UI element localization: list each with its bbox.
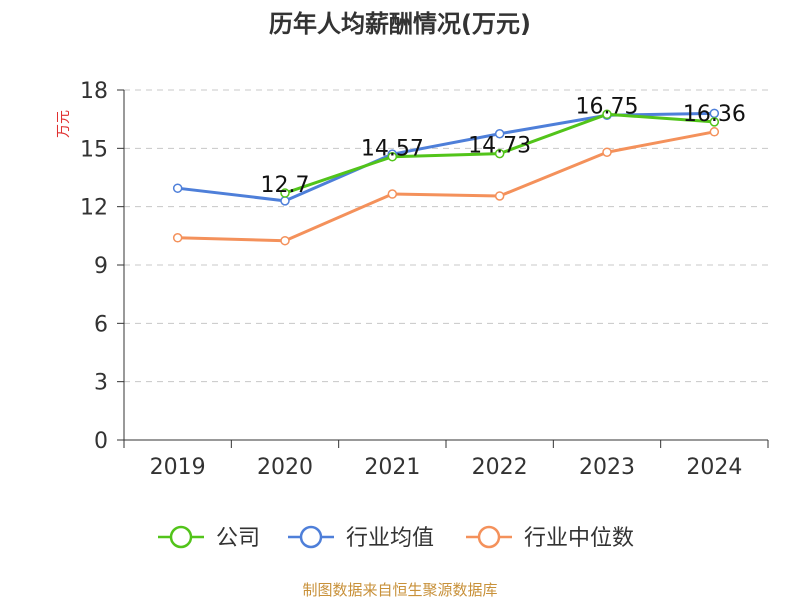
data-point bbox=[709, 117, 720, 127]
x-tick-label: 2020 bbox=[257, 455, 313, 480]
data-point bbox=[387, 189, 398, 199]
y-axis-label: 万元 bbox=[56, 110, 72, 138]
data-point bbox=[494, 129, 505, 139]
data-label: 14.73 bbox=[468, 134, 531, 159]
legend-label: 行业中位数 bbox=[524, 526, 634, 551]
legend[interactable]: 公司 行业均值 行业中位数 bbox=[158, 525, 634, 551]
legend-label: 公司 bbox=[216, 526, 260, 551]
x-tick-label: 2019 bbox=[150, 455, 206, 480]
legend-marker bbox=[477, 525, 501, 549]
x-tick-label: 2021 bbox=[364, 455, 420, 480]
legend-item-0[interactable]: 公司 bbox=[158, 525, 260, 551]
source-note: 制图数据来自恒生聚源数据库 bbox=[302, 581, 497, 599]
data-labels: 12.7 14.57 14.73 16.75 16.36 bbox=[261, 94, 746, 198]
y-tick-label: 6 bbox=[94, 312, 108, 337]
series-line-2 bbox=[177, 130, 715, 243]
x-tick-label: 2023 bbox=[579, 455, 635, 480]
data-point bbox=[172, 233, 183, 243]
data-point bbox=[172, 183, 183, 193]
data-label: 12.7 bbox=[261, 173, 310, 198]
data-label: 16.36 bbox=[683, 102, 746, 127]
y-tick-label: 9 bbox=[94, 254, 108, 279]
legend-item-2[interactable]: 行业中位数 bbox=[466, 525, 634, 551]
y-tick-label: 15 bbox=[80, 137, 108, 162]
data-point bbox=[602, 109, 612, 120]
y-tick-label: 12 bbox=[80, 196, 108, 221]
y-tick-label: 18 bbox=[80, 79, 108, 104]
data-point bbox=[602, 147, 612, 157]
data-point bbox=[709, 127, 720, 137]
data-point bbox=[387, 151, 398, 162]
data-point bbox=[280, 188, 290, 198]
data-point bbox=[280, 235, 290, 246]
series-group bbox=[172, 108, 720, 246]
chart-title: 历年人均薪酬情况(万元) bbox=[269, 10, 531, 38]
gridlines bbox=[124, 89, 768, 383]
y-tick-label: 3 bbox=[94, 371, 108, 396]
legend-label: 行业均值 bbox=[346, 526, 434, 551]
axes: 0 3 6 9 12 15 18 2019 2020 2021 2022 2023 2024 bbox=[80, 79, 769, 480]
y-tick-label: 0 bbox=[94, 429, 108, 454]
x-tick-label: 2024 bbox=[686, 455, 742, 480]
data-point bbox=[494, 191, 505, 201]
data-label: 14.57 bbox=[361, 137, 424, 162]
series-line-1 bbox=[177, 111, 715, 203]
data-label: 16.75 bbox=[576, 94, 639, 119]
legend-marker bbox=[299, 525, 323, 549]
legend-marker bbox=[169, 525, 193, 549]
legend-item-1[interactable]: 行业均值 bbox=[288, 525, 434, 551]
data-point bbox=[494, 148, 505, 159]
x-tick-label: 2022 bbox=[472, 455, 528, 480]
